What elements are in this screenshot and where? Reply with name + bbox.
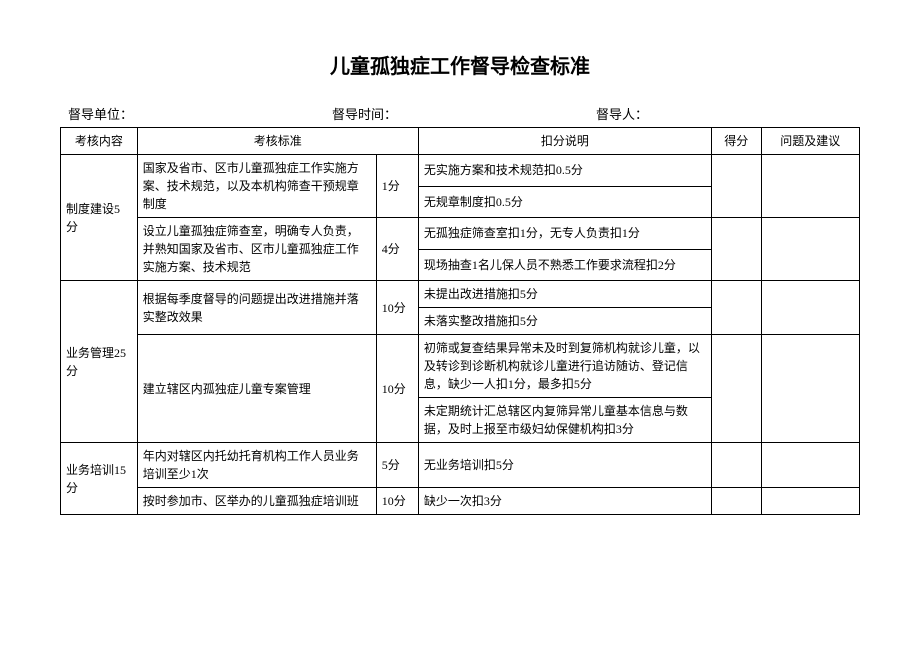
comments-cell (761, 281, 859, 335)
comments-cell (761, 488, 859, 515)
standard-cell: 国家及省市、区市儿童孤独症工作实施方案、技术规范，以及本机构筛查干预规章制度 (137, 155, 376, 218)
category-cell: 制度建设5分 (61, 155, 138, 281)
deduction-cell: 初筛或复查结果异常未及时到复筛机构就诊儿童，以及转诊到诊断机构就诊儿童进行追访随… (418, 335, 711, 398)
header-category: 考核内容 (61, 128, 138, 155)
meta-unit: 督导单位： (68, 104, 332, 123)
table-row: 按时参加市、区举办的儿童孤独症培训班 10分 缺少一次扣3分 (61, 488, 860, 515)
points-cell: 10分 (376, 488, 418, 515)
points-cell: 4分 (376, 218, 418, 281)
score-cell (711, 488, 761, 515)
page-title: 儿童孤独症工作督导检查标准 (60, 50, 860, 79)
score-cell (711, 218, 761, 281)
standard-cell: 建立辖区内孤独症儿童专案管理 (137, 335, 376, 443)
points-cell: 10分 (376, 281, 418, 335)
deduction-cell: 无实施方案和技术规范扣0.5分 (418, 155, 711, 187)
header-standard: 考核标准 (137, 128, 418, 155)
meta-person: 督导人： (596, 104, 860, 123)
deduction-cell: 无孤独症筛查室扣1分，无专人负责扣1分 (418, 218, 711, 250)
comments-cell (761, 155, 859, 218)
meta-time: 督导时间： (332, 104, 596, 123)
table-row: 业务管理25分 根据每季度督导的问题提出改进措施并落实整改效果 10分 未提出改… (61, 281, 860, 308)
deduction-cell: 无业务培训扣5分 (418, 443, 711, 488)
category-cell: 业务管理25分 (61, 281, 138, 443)
deduction-cell: 未定期统计汇总辖区内复筛异常儿童基本信息与数据，及时上报至市级妇幼保健机构扣3分 (418, 398, 711, 443)
deduction-cell: 未提出改进措施扣5分 (418, 281, 711, 308)
comments-cell (761, 443, 859, 488)
table-header-row: 考核内容 考核标准 扣分说明 得分 问题及建议 (61, 128, 860, 155)
deduction-cell: 缺少一次扣3分 (418, 488, 711, 515)
meta-row: 督导单位： 督导时间： 督导人： (60, 104, 860, 123)
score-cell (711, 335, 761, 443)
score-cell (711, 443, 761, 488)
standard-cell: 根据每季度督导的问题提出改进措施并落实整改效果 (137, 281, 376, 335)
standard-cell: 年内对辖区内托幼托育机构工作人员业务培训至少1次 (137, 443, 376, 488)
score-cell (711, 281, 761, 335)
deduction-cell: 未落实整改措施扣5分 (418, 308, 711, 335)
comments-cell (761, 218, 859, 281)
header-deduction: 扣分说明 (418, 128, 711, 155)
table-row: 制度建设5分 国家及省市、区市儿童孤独症工作实施方案、技术规范，以及本机构筛查干… (61, 155, 860, 187)
points-cell: 5分 (376, 443, 418, 488)
table-row: 设立儿童孤独症筛查室，明确专人负责，并熟知国家及省市、区市儿童孤独症工作实施方案… (61, 218, 860, 250)
points-cell: 1分 (376, 155, 418, 218)
table-row: 建立辖区内孤独症儿童专案管理 10分 初筛或复查结果异常未及时到复筛机构就诊儿童… (61, 335, 860, 398)
deduction-cell: 无规章制度扣0.5分 (418, 186, 711, 218)
header-comments: 问题及建议 (761, 128, 859, 155)
table-row: 业务培训15分 年内对辖区内托幼托育机构工作人员业务培训至少1次 5分 无业务培… (61, 443, 860, 488)
header-score: 得分 (711, 128, 761, 155)
category-cell: 业务培训15分 (61, 443, 138, 515)
points-cell: 10分 (376, 335, 418, 443)
inspection-table: 考核内容 考核标准 扣分说明 得分 问题及建议 制度建设5分 国家及省市、区市儿… (60, 127, 860, 515)
score-cell (711, 155, 761, 218)
comments-cell (761, 335, 859, 443)
standard-cell: 设立儿童孤独症筛查室，明确专人负责，并熟知国家及省市、区市儿童孤独症工作实施方案… (137, 218, 376, 281)
standard-cell: 按时参加市、区举办的儿童孤独症培训班 (137, 488, 376, 515)
deduction-cell: 现场抽查1名儿保人员不熟悉工作要求流程扣2分 (418, 249, 711, 281)
